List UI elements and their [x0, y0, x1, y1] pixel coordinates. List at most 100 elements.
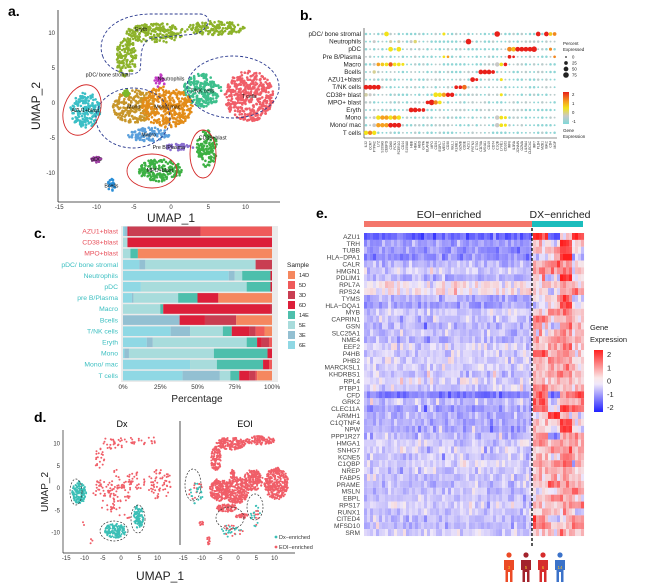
umap-point — [154, 90, 158, 93]
dot — [479, 93, 482, 96]
umap-point — [129, 481, 132, 484]
dot — [463, 33, 466, 35]
dot — [520, 108, 524, 112]
dot — [422, 131, 425, 134]
umap-point — [241, 90, 245, 93]
umap-point — [155, 472, 158, 475]
umap-point — [243, 113, 247, 116]
umap-point — [172, 120, 175, 124]
dot — [365, 55, 367, 58]
dot — [372, 123, 377, 128]
cluster-label: AZU1+blast — [71, 108, 99, 114]
umap-point — [97, 452, 100, 455]
dot — [479, 131, 482, 134]
umap-point — [150, 29, 154, 33]
umap-point — [123, 513, 126, 516]
umap-point — [132, 441, 134, 444]
dot — [488, 116, 490, 119]
umap-point — [262, 89, 266, 93]
dot — [401, 131, 404, 134]
umap-point — [221, 442, 224, 445]
dot — [414, 71, 417, 73]
umap-point — [90, 538, 92, 541]
dot — [451, 48, 454, 51]
dot — [405, 101, 409, 104]
dot — [393, 93, 396, 97]
dot — [500, 108, 503, 112]
dot — [406, 131, 408, 134]
umap-point — [228, 85, 232, 88]
umap-point — [154, 477, 157, 480]
dot — [450, 40, 454, 43]
cluster-label: MPO+blast — [147, 168, 174, 174]
dot — [446, 40, 450, 43]
umap-point — [123, 485, 126, 488]
legend-title: Sample — [287, 262, 309, 269]
dot — [532, 40, 536, 43]
umap-point — [226, 21, 229, 25]
umap-point — [176, 119, 179, 122]
dot — [450, 116, 454, 119]
dot — [516, 63, 519, 66]
umap-point — [102, 459, 105, 462]
dot — [451, 124, 454, 127]
umap-point — [130, 69, 133, 72]
umap-point — [241, 95, 245, 98]
umap-point — [169, 124, 172, 127]
umap-point — [237, 90, 240, 94]
umap-point — [156, 481, 159, 484]
umap-point — [273, 493, 276, 496]
umap-point — [267, 96, 270, 100]
dot — [541, 123, 544, 127]
umap-point — [134, 507, 137, 510]
umap-point — [131, 56, 135, 60]
umap-point — [137, 486, 140, 489]
dot — [516, 70, 519, 74]
dot — [552, 32, 557, 36]
dot — [549, 108, 552, 112]
umap-point — [98, 481, 101, 484]
dot — [479, 86, 482, 89]
umap-point — [256, 443, 259, 445]
umap-point — [216, 462, 219, 465]
dot — [483, 86, 486, 89]
bar-segment — [170, 326, 191, 336]
umap-point — [259, 77, 262, 81]
umap-point — [260, 484, 263, 487]
dot — [512, 93, 515, 96]
umap-point — [133, 26, 136, 30]
umap-point — [86, 102, 90, 105]
umap-point — [264, 110, 267, 113]
umap-point — [131, 37, 135, 41]
umap-point — [96, 464, 98, 467]
umap-point — [165, 40, 168, 44]
dot — [541, 47, 544, 51]
umap-point — [172, 100, 176, 103]
dot — [475, 123, 478, 127]
dot — [376, 123, 381, 128]
legend-swatch — [288, 311, 295, 319]
dot — [475, 85, 478, 89]
umap-point — [120, 524, 123, 527]
dot — [536, 70, 540, 74]
umap-point — [163, 474, 166, 477]
dot — [504, 48, 507, 51]
umap-point — [133, 90, 137, 94]
umap-point — [143, 167, 146, 170]
cluster-label: Neutrophils — [158, 77, 185, 83]
dot — [475, 101, 478, 104]
umap-point — [99, 483, 102, 486]
umap-point — [213, 30, 217, 33]
y-tick-label: 10 — [48, 31, 55, 37]
umap-point — [140, 514, 143, 517]
dot — [364, 101, 368, 104]
umap-point — [256, 438, 259, 441]
dot — [504, 71, 507, 73]
dot — [365, 78, 367, 81]
umap-point — [204, 101, 207, 105]
umap-point — [233, 109, 237, 112]
umap-point — [202, 72, 205, 76]
umap-point — [115, 490, 118, 493]
dot — [447, 33, 449, 35]
umap-point — [255, 88, 258, 92]
